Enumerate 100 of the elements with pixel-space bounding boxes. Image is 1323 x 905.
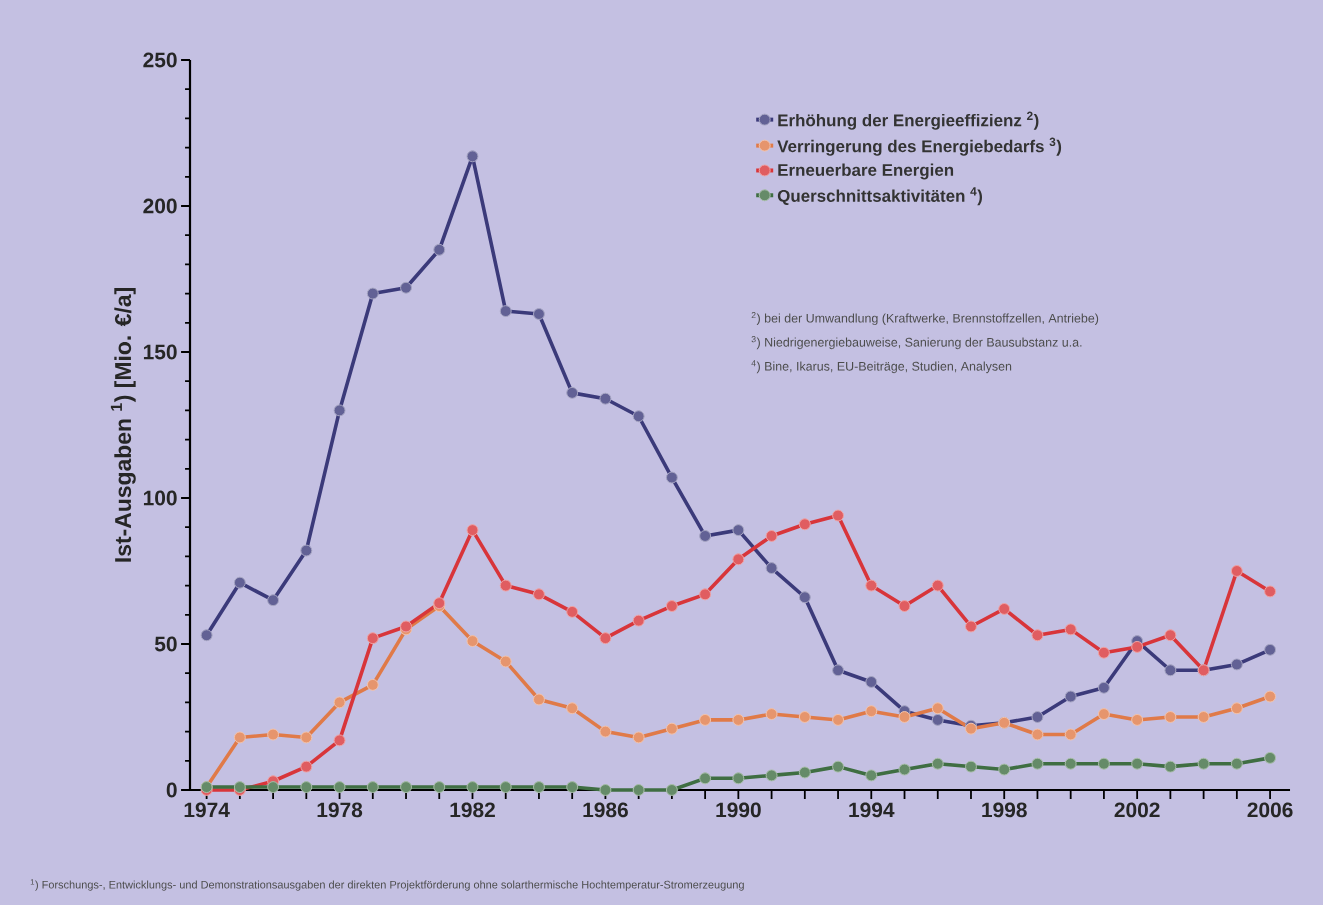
point [1230,702,1243,715]
point [1097,757,1110,770]
point [233,731,246,744]
point [798,711,811,723]
point [998,763,1011,776]
point [1264,643,1277,656]
x-tick-label: 2006 [1247,802,1293,818]
point [998,602,1011,615]
point [765,769,778,782]
point [366,678,379,691]
point [1264,690,1277,703]
point [732,524,745,537]
point [433,781,446,794]
point [433,243,446,256]
annotation: $^{2}$) bei der Umwandlung (Kraftwerke, Brennstoffzellen, Antriebe) [751,312,1099,326]
point [566,605,579,618]
point [267,728,280,741]
point [1230,757,1243,770]
point [1131,757,1144,770]
point [732,713,745,726]
point [300,760,313,773]
point [665,471,678,484]
point [965,620,977,633]
annotation: $^{4}$) Bine, Ikarus, EU-Beiträge, Studien, Analysen [751,360,1012,374]
point [732,553,745,566]
point [699,772,712,785]
point [1097,681,1110,694]
point [532,693,545,706]
point [400,281,412,294]
point [931,702,944,715]
point [1164,711,1177,723]
point [400,781,412,794]
point [632,731,645,744]
point [1197,711,1210,723]
point [466,150,479,163]
point [798,518,811,531]
point [499,655,512,668]
point [1064,728,1077,741]
point [599,725,612,738]
point [499,781,512,794]
point [532,308,545,321]
point [865,675,878,688]
point [699,529,712,542]
point [1031,728,1044,741]
point [1031,757,1044,770]
point [665,784,678,796]
point [300,731,313,744]
point [832,760,845,773]
point [1164,629,1177,642]
point [865,579,878,592]
y-tick-label: 150 [143,344,177,360]
point [566,386,579,399]
point [798,591,811,604]
y-axis-title: Ist-Ausgaben $^{1}$) [Mio. €/a] [110,288,136,562]
point [1131,640,1144,653]
point [333,781,346,794]
point [832,664,845,677]
y-tick-label: 250 [143,52,177,68]
x-tick-label: 1982 [450,802,495,818]
point [599,392,612,405]
point [566,702,579,715]
point [333,696,346,709]
point [699,588,712,601]
x-tick-label: 1978 [317,802,363,818]
point [1164,760,1177,773]
point [599,784,612,796]
legend-label: Erhöhung der Energieeffizienz $^{2}$) [778,111,1039,130]
point [466,781,479,794]
point [632,614,645,627]
point [898,711,911,723]
point [865,705,878,718]
point [765,529,778,542]
point [233,576,246,589]
point [532,588,545,601]
x-tick-label: 1974 [184,802,230,818]
y-tick-label: 0 [166,782,177,798]
legend-label: Verringerung des Energiebedarfs $^{3}$) [777,137,1062,156]
point [1064,757,1077,770]
x-tick-label: 1990 [716,802,761,818]
point [665,600,678,613]
point [632,784,645,796]
point [931,713,944,726]
point [300,781,313,794]
legend-label: Querschnittsaktivitäten $^{4}$) [777,187,983,206]
point [599,632,612,645]
text: $^{1}$) Forschungs-, Entwicklungs- und Demonstrationsausgaben der direkten Projektförderung ohne solarthermische Hochtemperatur-Stromerzeugung [30,879,744,891]
point [200,629,213,642]
point [466,524,479,537]
point [965,760,977,773]
point [1264,585,1277,598]
point [931,757,944,770]
point [832,509,845,522]
point [798,766,811,779]
y-tick-label: 100 [143,490,177,506]
point [499,579,512,592]
point [765,562,778,575]
point [366,781,379,794]
point [566,781,579,794]
point [1031,711,1044,723]
x-tick-label: 1986 [583,802,628,818]
